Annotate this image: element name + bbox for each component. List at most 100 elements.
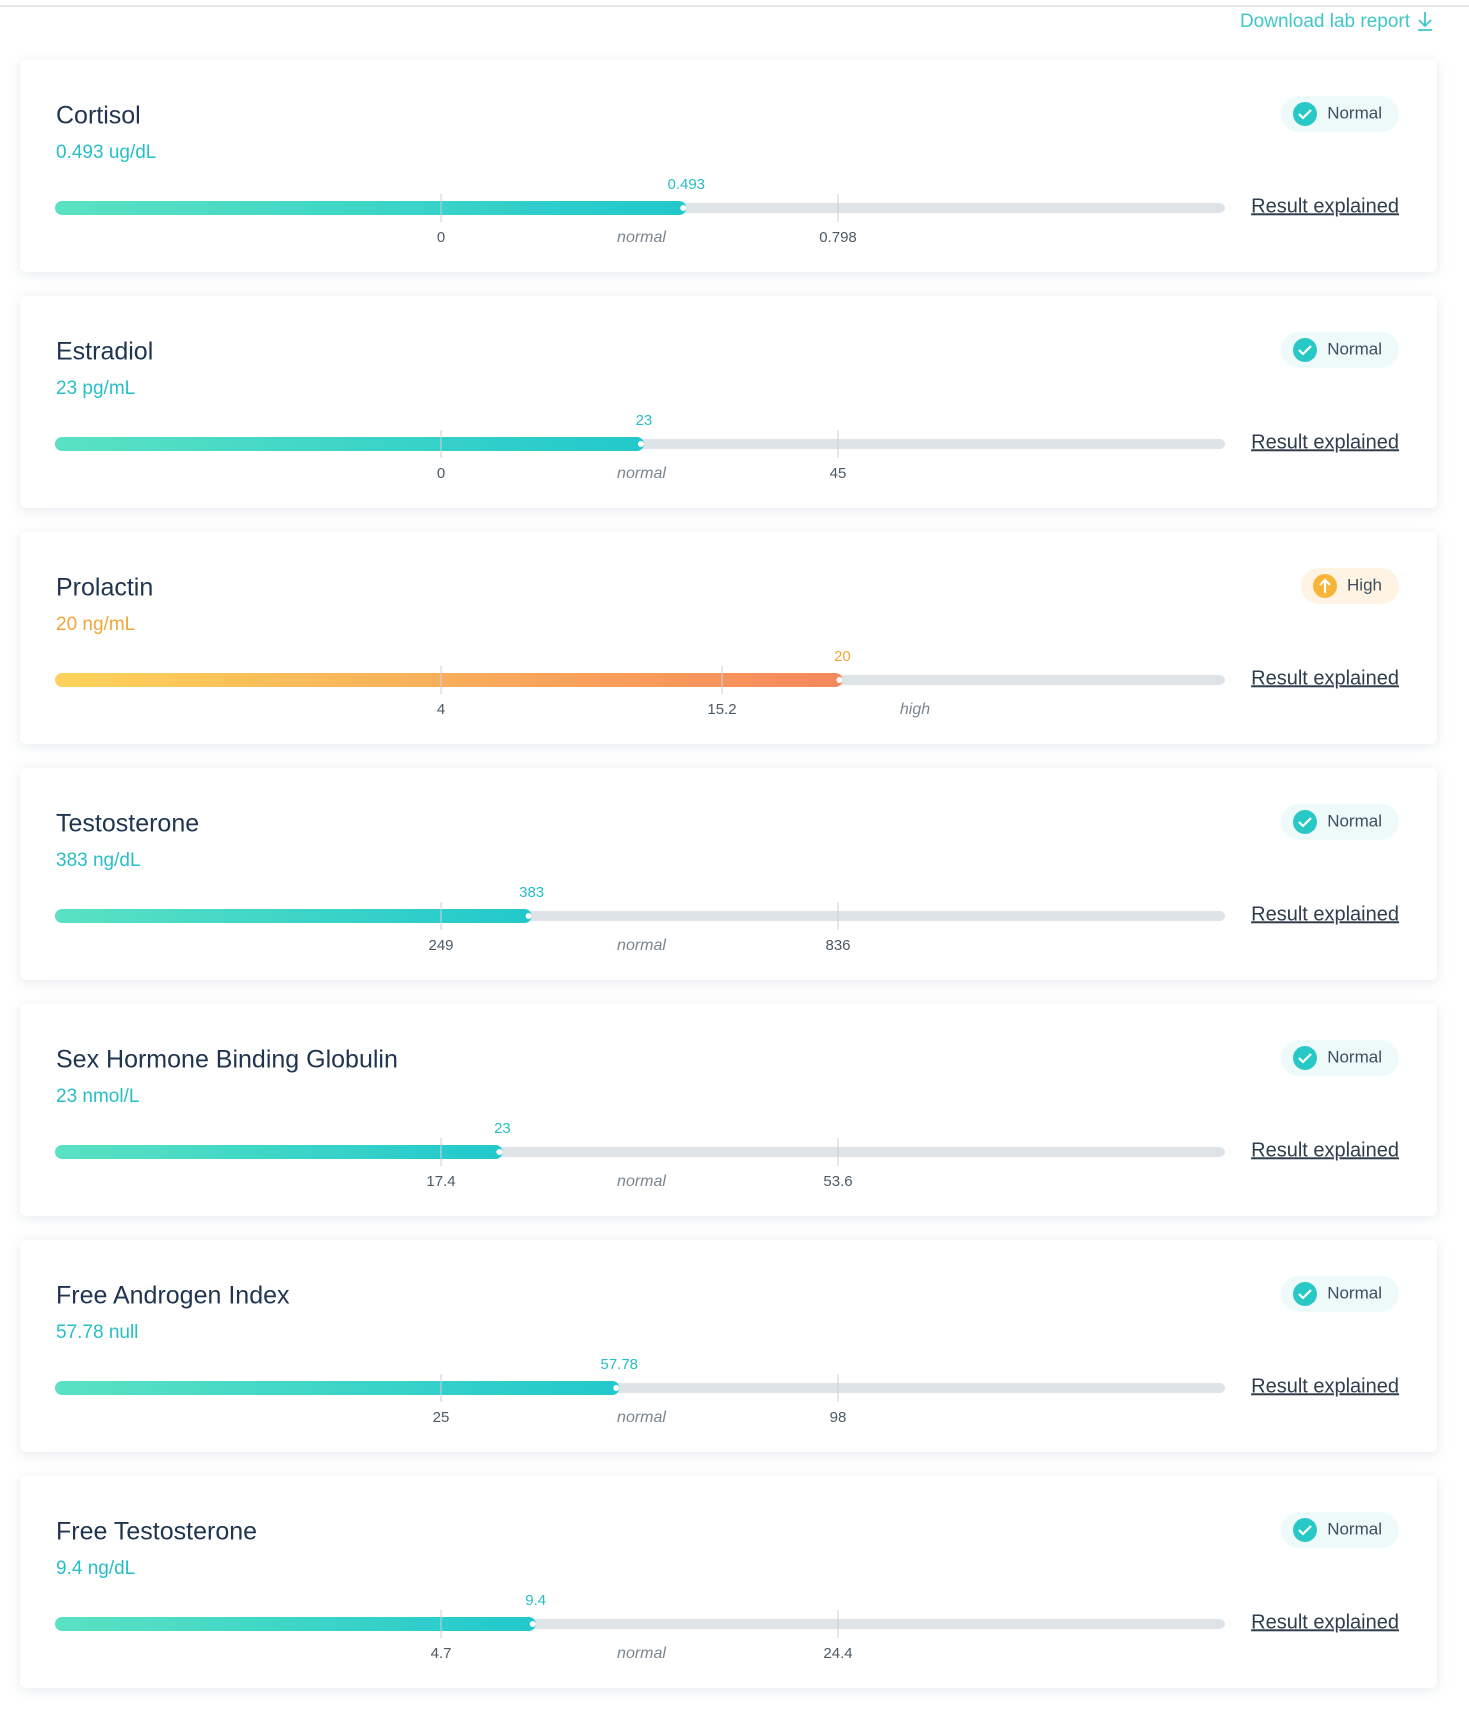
reference-label: 4.7 — [431, 1645, 452, 1662]
status-icon-glyph — [1298, 817, 1312, 828]
card-background — [20, 1240, 1437, 1452]
status-icon-glyph — [1298, 1289, 1312, 1300]
value-marker — [529, 1621, 536, 1627]
value-label: 23 — [636, 412, 653, 429]
result-explained-link[interactable]: Result explained — [1251, 1611, 1399, 1633]
reference-label: 0 — [437, 465, 445, 482]
card-background — [20, 296, 1437, 508]
status-icon-glyph — [1298, 345, 1312, 356]
value-marker — [613, 1385, 620, 1391]
result-card: Estradiol 23 pg/mL Normal 0 45 23 normal Result… — [20, 296, 1437, 508]
status-label: Normal — [1327, 339, 1382, 358]
test-name: Sex Hormone Binding Globulin — [56, 1046, 398, 1074]
value-label: 0.493 — [667, 176, 705, 193]
bar-fill — [55, 437, 644, 451]
result-value: 23 nmol/L — [56, 1086, 139, 1107]
result-explained-link[interactable]: Result explained — [1251, 431, 1399, 453]
status-icon-glyph — [1298, 1053, 1312, 1064]
reference-label: 15.2 — [707, 701, 736, 718]
bar-fill — [55, 1617, 536, 1631]
result-card: Sex Hormone Binding Globulin 23 nmol/L Nor… — [20, 1004, 1437, 1216]
result-value: 383 ng/dL — [56, 850, 141, 871]
reference-label: 4 — [437, 701, 445, 718]
card-background — [20, 1004, 1437, 1216]
status-icon — [1293, 102, 1317, 126]
card-background — [20, 60, 1437, 272]
value-marker — [637, 441, 644, 447]
value-label: 383 — [519, 884, 544, 901]
status-label: Normal — [1327, 1283, 1382, 1302]
value-label: 57.78 — [600, 1356, 638, 1373]
reference-label: 836 — [825, 937, 850, 954]
result-value: 20 ng/mL — [56, 614, 135, 635]
result-explained-link[interactable]: Result explained — [1251, 1375, 1399, 1397]
zone-label: normal — [617, 229, 666, 246]
zone-label: normal — [617, 1645, 666, 1662]
test-name: Estradiol — [56, 338, 153, 366]
result-explained-link[interactable]: Result explained — [1251, 903, 1399, 925]
result-explained-link[interactable]: Result explained — [1251, 1139, 1399, 1161]
value-marker — [836, 677, 843, 683]
result-explained-link[interactable]: Result explained — [1251, 667, 1399, 689]
status-label: High — [1347, 575, 1382, 594]
result-card: Free Androgen Index 57.78 null Normal 25 98 5… — [20, 1240, 1437, 1452]
reference-label: 24.4 — [823, 1645, 852, 1662]
reference-label: 53.6 — [823, 1173, 852, 1190]
result-card: Free Testosterone 9.4 ng/dL Normal 4.7 24.4 9… — [20, 1476, 1437, 1688]
test-name: Cortisol — [56, 102, 141, 130]
zone-label: normal — [617, 937, 666, 954]
result-card: Cortisol 0.493 ug/dL Normal 0 0.798 0.493 norm… — [20, 60, 1437, 272]
result-value: 23 pg/mL — [56, 378, 135, 399]
result-value: 0.493 ug/dL — [56, 142, 156, 163]
status-icon — [1293, 1282, 1317, 1306]
status-icon — [1293, 1518, 1317, 1542]
reference-label: 249 — [428, 937, 453, 954]
test-name: Free Testosterone — [56, 1518, 257, 1546]
status-icon — [1293, 810, 1317, 834]
value-marker — [496, 1149, 503, 1155]
bar-fill — [55, 201, 687, 215]
zone-label: high — [900, 701, 930, 718]
status-icon — [1293, 1046, 1317, 1070]
zone-label: normal — [617, 1409, 666, 1426]
bar-fill — [55, 1145, 503, 1159]
result-value: 9.4 ng/dL — [56, 1558, 135, 1579]
status-label: Normal — [1327, 1519, 1382, 1538]
reference-label: 0.798 — [819, 229, 857, 246]
value-label: 23 — [494, 1120, 511, 1137]
zone-label: normal — [617, 1173, 666, 1190]
bar-fill — [55, 673, 843, 687]
card-background — [20, 768, 1437, 980]
status-icon-glyph — [1298, 1525, 1312, 1536]
status-label: Normal — [1327, 811, 1382, 830]
test-name: Testosterone — [56, 810, 199, 838]
result-explained-link[interactable]: Result explained — [1251, 195, 1399, 217]
value-marker — [680, 205, 687, 211]
download-link[interactable]: Download lab report — [1240, 11, 1411, 32]
reference-label: 17.4 — [426, 1173, 455, 1190]
test-name: Free Androgen Index — [56, 1282, 290, 1310]
status-label: Normal — [1327, 1047, 1382, 1066]
status-icon-glyph — [1319, 578, 1331, 593]
result-card: Testosterone 383 ng/dL Normal 249 836 383 norm… — [20, 768, 1437, 980]
bar-fill — [55, 909, 532, 923]
bar-fill — [55, 1381, 620, 1395]
download-icon — [1418, 12, 1432, 31]
result-card: Prolactin 20 ng/mL High 4 15.2 20 high Result e… — [20, 532, 1437, 744]
status-icon-glyph — [1298, 109, 1312, 120]
value-label: 9.4 — [525, 1592, 546, 1609]
reference-label: 25 — [433, 1409, 450, 1426]
card-background — [20, 1476, 1437, 1688]
result-value: 57.78 null — [56, 1322, 138, 1343]
test-name: Prolactin — [56, 574, 153, 602]
zone-label: normal — [617, 465, 666, 482]
reference-label: 45 — [830, 465, 847, 482]
reference-label: 0 — [437, 229, 445, 246]
value-marker — [525, 913, 532, 919]
card-background — [20, 532, 1437, 744]
status-label: Normal — [1327, 103, 1382, 122]
value-label: 20 — [834, 648, 851, 665]
status-icon — [1293, 338, 1317, 362]
